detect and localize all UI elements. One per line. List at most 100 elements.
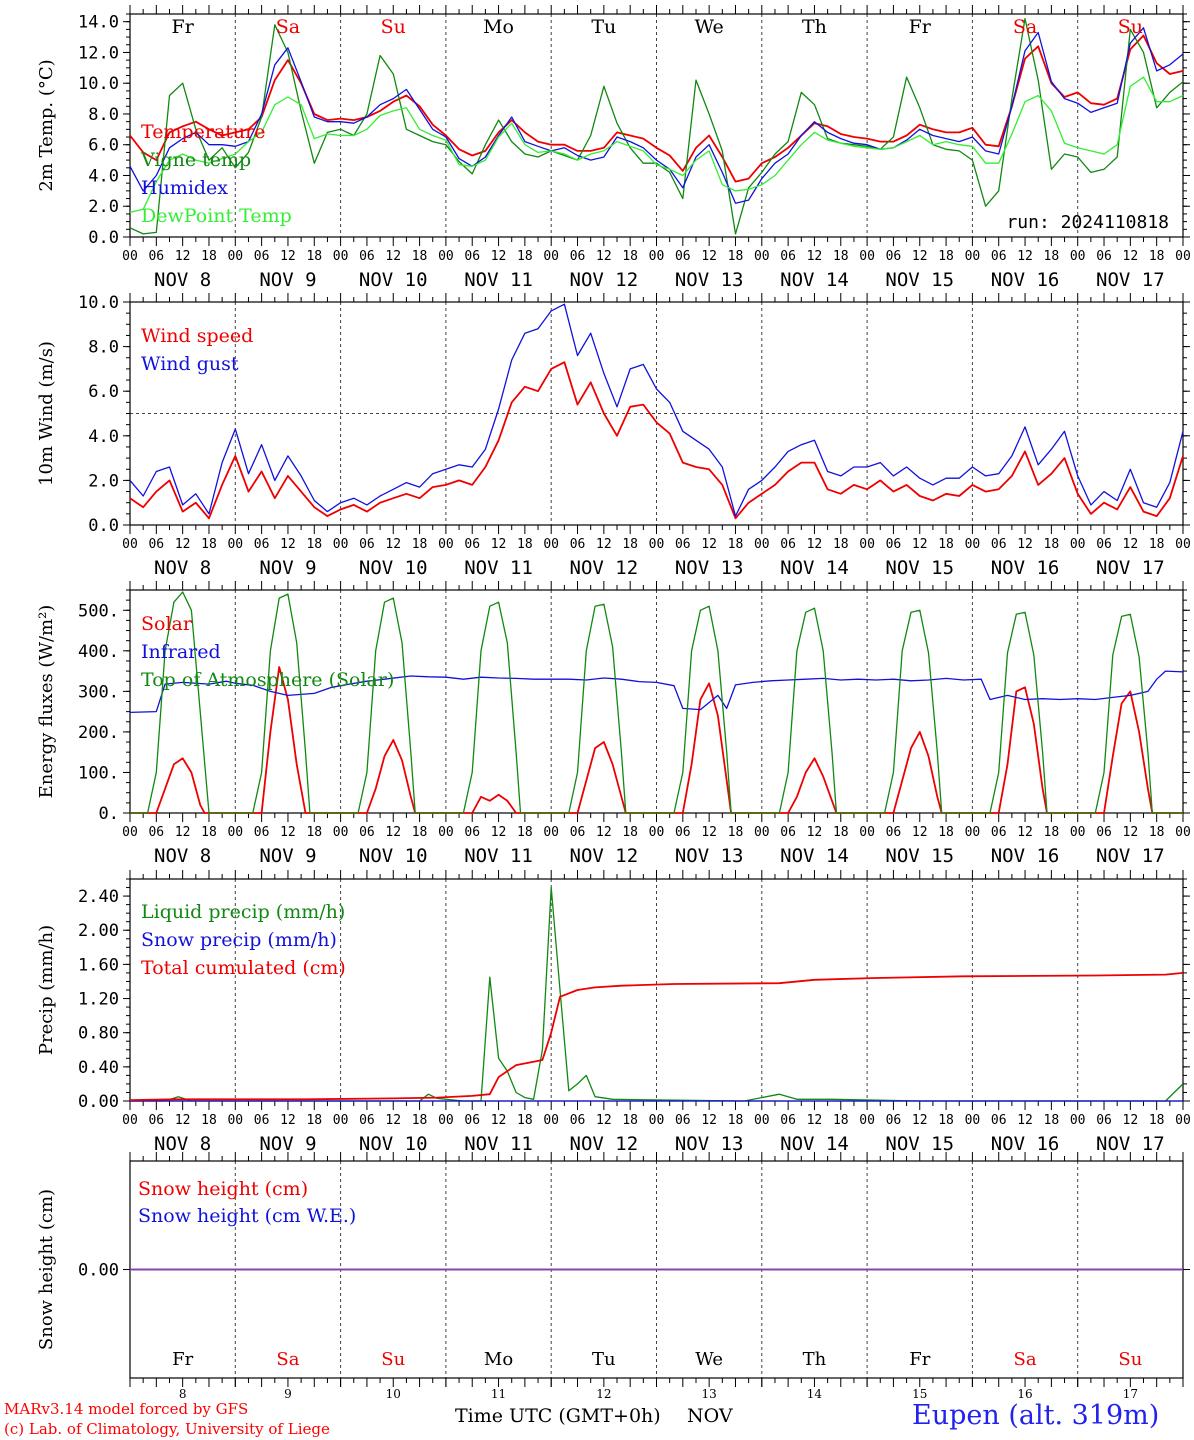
x-date-label: NOV 12	[570, 557, 639, 579]
x-hour-label: 06	[148, 1113, 164, 1128]
x-hour-label: 12	[807, 825, 823, 840]
x-hour-label: 00	[227, 537, 243, 552]
x-hour-label: 00	[1175, 825, 1191, 840]
x-hour-label: 18	[1149, 1113, 1165, 1128]
x-hour-label: 12	[175, 1113, 191, 1128]
x-hour-label: 18	[517, 1113, 533, 1128]
y-tick-label: 6.0	[88, 382, 119, 402]
x-day-number: 16	[1017, 1387, 1032, 1401]
x-date-label: NOV 15	[885, 269, 954, 291]
x-hour-label: 18	[201, 537, 217, 552]
y-tick-label: 100.	[78, 763, 119, 783]
x-hour-label: 00	[965, 1113, 981, 1128]
x-hour-label: 06	[570, 825, 586, 840]
y-tick-label: 2.0	[88, 471, 119, 491]
x-hour-label: 00	[859, 537, 875, 552]
x-hour-label: 18	[622, 537, 638, 552]
weekday-label: Sa	[1013, 16, 1037, 38]
x-hour-label: 12	[175, 825, 191, 840]
y-tick-label: 8.0	[88, 338, 119, 358]
x-date-label: NOV 13	[675, 557, 744, 579]
x-hour-label: 18	[201, 1113, 217, 1128]
x-hour-label: 12	[912, 1113, 928, 1128]
y-tick-label: 400.	[78, 642, 119, 662]
x-hour-label: 18	[306, 249, 322, 264]
legend-entry: DewPoint Temp	[141, 205, 292, 227]
x-hour-label: 12	[1017, 825, 1033, 840]
x-hour-label: 00	[754, 825, 770, 840]
x-hour-label: 12	[280, 249, 296, 264]
series-line	[130, 666, 1183, 814]
y-tick-label: 0.0	[88, 228, 119, 248]
x-hour-label: 00	[333, 537, 349, 552]
legend-entry: Wind gust	[141, 353, 239, 375]
x-hour-label: 00	[649, 249, 665, 264]
weekday-label: Sa	[276, 16, 300, 38]
lab-credit: (c) Lab. of Climatology, University of L…	[4, 1420, 330, 1438]
x-hour-label: 06	[675, 537, 691, 552]
x-hour-label: 06	[886, 825, 902, 840]
x-hour-label: 18	[938, 1113, 954, 1128]
x-hour-label: 12	[280, 1113, 296, 1128]
x-hour-label: 00	[965, 537, 981, 552]
x-hour-label: 06	[359, 537, 375, 552]
x-date-label: NOV 16	[991, 269, 1060, 291]
y-tick-label: 0.	[99, 804, 119, 824]
x-hour-label: 18	[728, 825, 744, 840]
x-hour-label: 00	[754, 249, 770, 264]
x-hour-label: 00	[1175, 537, 1191, 552]
x-hour-label: 18	[622, 249, 638, 264]
legend-entry: Solar	[141, 613, 193, 635]
legend-entry: Snow precip (mm/h)	[141, 929, 337, 951]
x-hour-label: 06	[254, 537, 270, 552]
legend-entry: Total cumulated (cm)	[141, 957, 346, 979]
x-hour-label: 06	[1096, 537, 1112, 552]
legend-entry: Vigne temp	[140, 149, 251, 171]
station-name: Eupen (alt. 319m)	[912, 1400, 1160, 1431]
series-line	[129, 670, 1184, 714]
x-hour-label: 12	[701, 1113, 717, 1128]
x-hour-label: 06	[570, 249, 586, 264]
x-hour-label: 18	[1149, 249, 1165, 264]
y-tick-label: 14.0	[78, 13, 119, 33]
x-hour-label: 12	[807, 537, 823, 552]
x-hour-label: 18	[1044, 825, 1060, 840]
x-date-label: NOV 15	[885, 1133, 954, 1155]
weekday-label: Su	[381, 16, 406, 38]
x-hour-label: 00	[543, 537, 559, 552]
x-day-number: 10	[386, 1387, 401, 1401]
y-axis-label: Snow height (cm)	[36, 1189, 57, 1350]
legend-entry: Temperature	[141, 121, 265, 143]
x-date-label: NOV 12	[570, 1133, 639, 1155]
x-hour-label: 06	[148, 537, 164, 552]
x-hour-label: 06	[991, 537, 1007, 552]
y-tick-label: 2.0	[88, 197, 119, 217]
x-hour-label: 12	[1017, 537, 1033, 552]
x-date-label: NOV 15	[885, 845, 954, 867]
x-hour-label: 06	[780, 249, 796, 264]
x-hour-label: 12	[701, 825, 717, 840]
series-line	[130, 886, 1184, 1102]
panel-5: 0.00 Snow height (cm) Snow height (cm) Snow…	[36, 1152, 1190, 1401]
x-hour-label: 12	[385, 537, 401, 552]
x-date-label: NOV 17	[1096, 557, 1165, 579]
x-date-label: NOV 10	[359, 557, 428, 579]
x-hour-label: 12	[596, 1113, 612, 1128]
x-hour-label: 18	[1044, 1113, 1060, 1128]
y-tick-label: 4.0	[88, 166, 119, 186]
weekday-label: We	[695, 16, 724, 38]
x-date-label: NOV 14	[780, 269, 849, 291]
x-hour-label: 06	[675, 249, 691, 264]
y-tick-label: 4.0	[88, 427, 119, 447]
x-date-label: NOV 11	[464, 1133, 533, 1155]
x-hour-label: 00	[122, 1113, 138, 1128]
y-tick-label: 8.0	[88, 105, 119, 125]
weekday-label: Fr	[172, 1349, 193, 1370]
x-hour-label: 06	[1096, 249, 1112, 264]
y-tick-label: 2.40	[78, 887, 119, 907]
panel-4: 0.00 0.40 0.80 1.20 1.60 2.00 2.40 Precip (mm/h…	[36, 870, 1191, 1155]
x-hour-label: 00	[438, 537, 454, 552]
legend-entry: Top of Atmosphere (Solar)	[141, 669, 394, 691]
x-date-label: NOV 13	[675, 1133, 744, 1155]
x-hour-label: 00	[1175, 249, 1191, 264]
